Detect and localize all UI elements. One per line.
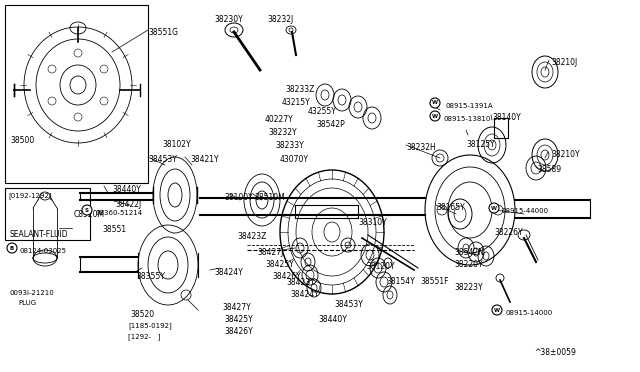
Text: 38423Y: 38423Y — [286, 278, 315, 287]
Text: SEALANT-FLUID: SEALANT-FLUID — [10, 230, 68, 239]
Text: 40227Y: 40227Y — [265, 115, 294, 124]
Text: 38421Y: 38421Y — [190, 155, 219, 164]
Text: 38551F: 38551F — [420, 277, 449, 286]
Text: ^38±0059: ^38±0059 — [534, 348, 576, 357]
Text: [0192-1292]: [0192-1292] — [8, 192, 52, 199]
Text: 38426Y: 38426Y — [272, 272, 301, 281]
Text: 08915-13810: 08915-13810 — [443, 116, 490, 122]
Text: 38542N: 38542N — [454, 248, 484, 257]
Text: 38125Y: 38125Y — [466, 140, 495, 149]
Text: 38233Z: 38233Z — [285, 85, 314, 94]
Text: 08915-1391A: 08915-1391A — [445, 103, 493, 109]
Text: 38510M: 38510M — [254, 193, 285, 202]
Text: 38425Y: 38425Y — [224, 315, 253, 324]
Text: 38226Y: 38226Y — [494, 228, 523, 237]
Text: 38120Y: 38120Y — [366, 262, 395, 271]
Text: 43215Y: 43215Y — [282, 98, 311, 107]
Text: 38230Y: 38230Y — [214, 15, 243, 24]
Text: 38223Y: 38223Y — [454, 283, 483, 292]
Text: W: W — [432, 113, 438, 119]
Text: 43255Y: 43255Y — [308, 107, 337, 116]
Text: W: W — [491, 205, 497, 211]
Text: 38233Y: 38233Y — [275, 141, 304, 150]
Text: 38355Y: 38355Y — [136, 272, 165, 281]
Text: 38232J: 38232J — [267, 15, 293, 24]
Text: 38427Y: 38427Y — [222, 303, 251, 312]
Circle shape — [430, 111, 440, 121]
Text: 38425Y: 38425Y — [265, 260, 294, 269]
Text: 38542P: 38542P — [316, 120, 345, 129]
Text: 38426Y: 38426Y — [224, 327, 253, 336]
Text: 38423Z: 38423Z — [237, 232, 266, 241]
Text: 38551G: 38551G — [148, 28, 178, 37]
Text: B: B — [10, 246, 14, 250]
Text: 38551: 38551 — [102, 225, 126, 234]
Text: 38500: 38500 — [10, 136, 35, 145]
Bar — [5, 188, 90, 240]
Text: 38453Y: 38453Y — [334, 300, 363, 309]
Text: W: W — [494, 308, 500, 312]
Circle shape — [7, 243, 17, 253]
Circle shape — [82, 205, 92, 215]
Text: 38424Y: 38424Y — [290, 290, 319, 299]
Text: 38427J: 38427J — [257, 248, 284, 257]
Text: 38440Y: 38440Y — [318, 315, 347, 324]
Text: 38424Y: 38424Y — [214, 268, 243, 277]
Text: 08124-03025: 08124-03025 — [20, 248, 67, 254]
Text: 43070Y: 43070Y — [280, 155, 309, 164]
Text: W: W — [432, 100, 438, 106]
Text: PLUG: PLUG — [18, 300, 36, 306]
Text: 38422J: 38422J — [115, 200, 141, 209]
Bar — [5, 5, 148, 183]
Text: 38102Y: 38102Y — [162, 140, 191, 149]
Text: 08915-44000: 08915-44000 — [502, 208, 549, 214]
Text: 38310Y: 38310Y — [358, 218, 387, 227]
Text: 38140Y: 38140Y — [492, 113, 521, 122]
Text: 0093I-21210: 0093I-21210 — [10, 290, 55, 296]
Text: S: S — [85, 208, 89, 212]
Text: 38154Y: 38154Y — [386, 277, 415, 286]
Text: C8520M: C8520M — [74, 210, 105, 219]
Text: [1292-   ]: [1292- ] — [128, 333, 161, 340]
Text: 38232Y: 38232Y — [268, 128, 296, 137]
Text: 38589: 38589 — [537, 165, 561, 174]
Text: 38520: 38520 — [130, 310, 154, 319]
Circle shape — [430, 98, 440, 108]
Text: 38232H: 38232H — [406, 143, 436, 152]
Text: 38440Y: 38440Y — [112, 185, 141, 194]
Text: 08915-14000: 08915-14000 — [506, 310, 553, 316]
Text: 38210J: 38210J — [551, 58, 577, 67]
Circle shape — [489, 203, 499, 213]
Text: 38100Y: 38100Y — [224, 193, 253, 202]
Text: 38210Y: 38210Y — [551, 150, 580, 159]
Circle shape — [492, 305, 502, 315]
Text: 08360-51214: 08360-51214 — [95, 210, 142, 216]
Text: 38220Y: 38220Y — [454, 260, 483, 269]
Text: 38453Y: 38453Y — [148, 155, 177, 164]
Text: 38165Y: 38165Y — [436, 203, 465, 212]
Text: [1185-0192]: [1185-0192] — [128, 322, 172, 329]
